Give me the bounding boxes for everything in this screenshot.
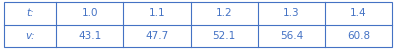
Text: 56.4: 56.4 — [280, 31, 303, 41]
Text: 47.7: 47.7 — [145, 31, 169, 41]
Text: 43.1: 43.1 — [78, 31, 101, 41]
Text: 1.4: 1.4 — [350, 8, 367, 18]
Text: 1.0: 1.0 — [82, 8, 98, 18]
Text: 1.2: 1.2 — [216, 8, 232, 18]
FancyBboxPatch shape — [4, 2, 392, 47]
Text: 52.1: 52.1 — [213, 31, 236, 41]
Text: 1.1: 1.1 — [149, 8, 166, 18]
Text: 1.3: 1.3 — [283, 8, 300, 18]
Text: 60.8: 60.8 — [347, 31, 370, 41]
Text: v:: v: — [25, 31, 35, 41]
Text: t:: t: — [27, 8, 34, 18]
